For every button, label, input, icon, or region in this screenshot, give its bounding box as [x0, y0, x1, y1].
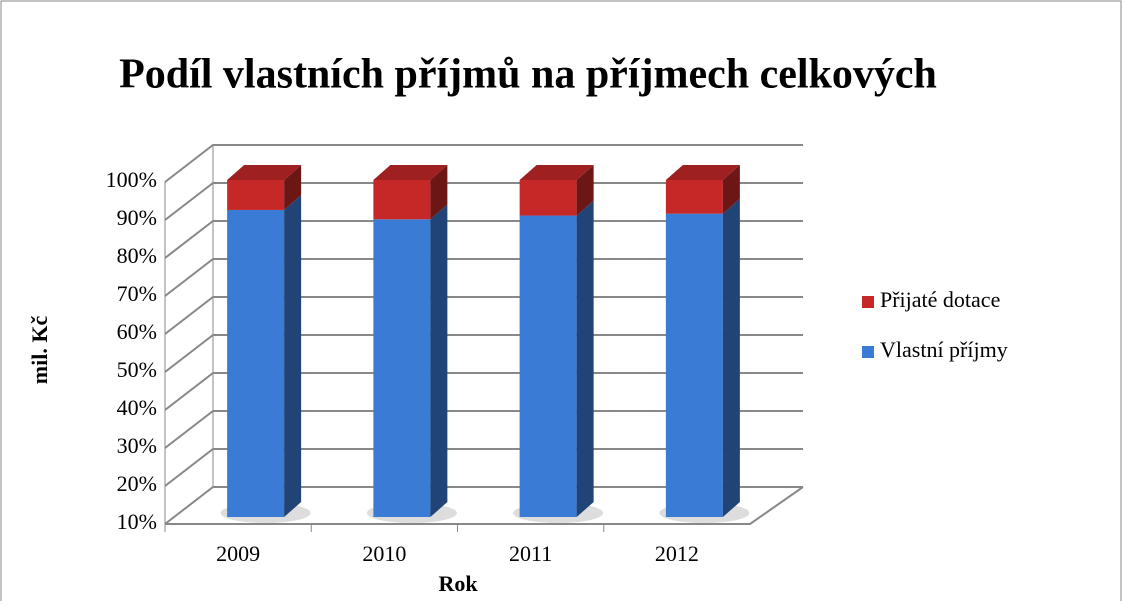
bar-side — [576, 200, 594, 518]
y-tick-label: 20% — [117, 471, 157, 496]
y-tick-label: 50% — [117, 357, 157, 382]
bar-top — [519, 165, 594, 180]
x-tick-label: 2011 — [509, 541, 552, 566]
back-wall — [164, 145, 214, 524]
bar-side — [430, 165, 448, 220]
bar-side — [576, 165, 594, 216]
bar — [373, 180, 431, 220]
grid-line — [164, 258, 803, 297]
bar — [665, 213, 723, 517]
legend-swatch — [862, 346, 874, 358]
grid-line — [164, 410, 803, 449]
y-tick-label: 30% — [117, 433, 157, 458]
x-tick-label: 2012 — [655, 541, 699, 566]
bar-side — [722, 198, 740, 517]
bar-side — [284, 194, 302, 517]
y-tick-label: 10% — [117, 509, 157, 534]
x-tick-label: 2009 — [216, 541, 260, 566]
grid-line — [164, 372, 803, 411]
grid-line — [164, 182, 803, 221]
bar — [665, 180, 723, 214]
y-tick-label: 100% — [106, 167, 157, 192]
bar-top — [373, 165, 448, 180]
floor — [165, 486, 804, 525]
y-tick-label: 40% — [117, 395, 157, 420]
bar-side — [430, 204, 448, 518]
bar-top — [665, 165, 740, 180]
legend-label: Přijaté dotace — [880, 287, 1000, 312]
bar — [227, 209, 285, 517]
grid-line — [164, 448, 803, 487]
grid-line — [164, 486, 803, 525]
x-axis-title: Rok — [438, 571, 478, 596]
y-tick-label: 60% — [117, 319, 157, 344]
bar-side — [284, 165, 302, 210]
grid-line — [164, 144, 803, 183]
bar — [227, 180, 285, 210]
legend-label: Vlastní příjmy — [880, 337, 1008, 362]
grid-line — [164, 334, 803, 373]
bar-top — [227, 165, 302, 180]
bar-side — [722, 165, 740, 214]
chart-title: Podíl vlastních příjmů na příjmech celko… — [119, 52, 937, 98]
legend-swatch — [862, 296, 874, 308]
bar — [519, 215, 577, 518]
y-tick-label: 90% — [117, 205, 157, 230]
y-tick-label: 80% — [117, 243, 157, 268]
bar — [519, 180, 577, 216]
grid-line — [164, 220, 803, 259]
x-tick-label: 2010 — [362, 541, 406, 566]
y-axis-title: mil. Kč — [27, 316, 52, 385]
grid-line — [164, 296, 803, 335]
y-tick-label: 70% — [117, 281, 157, 306]
bar — [373, 219, 431, 518]
